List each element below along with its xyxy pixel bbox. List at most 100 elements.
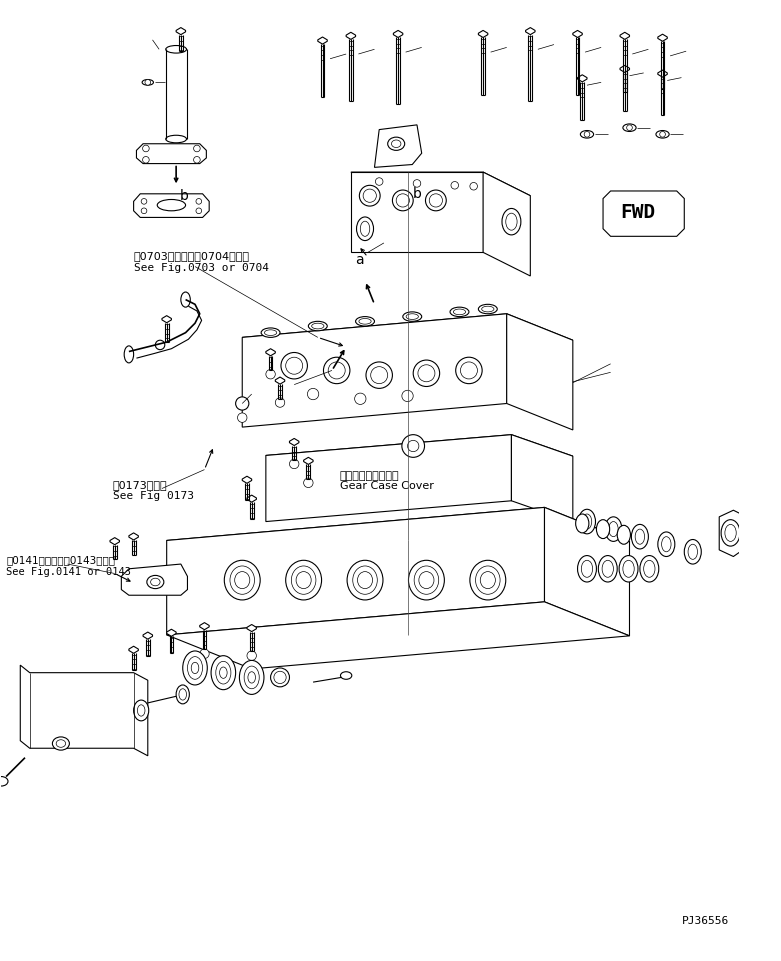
Circle shape [626, 126, 633, 132]
Ellipse shape [147, 576, 164, 589]
Circle shape [408, 441, 419, 453]
Ellipse shape [181, 293, 191, 308]
Ellipse shape [308, 389, 319, 401]
Polygon shape [166, 603, 629, 669]
Polygon shape [110, 538, 119, 545]
Ellipse shape [240, 661, 264, 695]
Ellipse shape [183, 652, 207, 685]
Ellipse shape [166, 46, 187, 54]
Ellipse shape [387, 138, 405, 151]
Circle shape [141, 209, 147, 214]
Ellipse shape [224, 560, 260, 601]
Ellipse shape [402, 391, 413, 403]
Ellipse shape [363, 190, 376, 203]
Ellipse shape [605, 517, 622, 542]
Polygon shape [247, 496, 256, 503]
Ellipse shape [187, 657, 202, 679]
Circle shape [194, 158, 200, 164]
Ellipse shape [0, 776, 8, 786]
Ellipse shape [355, 317, 374, 327]
Polygon shape [351, 173, 483, 253]
Polygon shape [137, 144, 206, 164]
Ellipse shape [623, 125, 636, 133]
Polygon shape [290, 439, 299, 446]
Ellipse shape [576, 514, 589, 533]
Ellipse shape [274, 672, 286, 684]
Polygon shape [544, 507, 629, 636]
Polygon shape [177, 29, 186, 36]
Ellipse shape [219, 667, 227, 678]
Ellipse shape [261, 329, 280, 338]
Circle shape [266, 370, 275, 380]
Ellipse shape [602, 560, 613, 578]
Ellipse shape [355, 394, 366, 405]
Circle shape [143, 146, 149, 153]
Ellipse shape [418, 365, 435, 382]
Ellipse shape [619, 556, 638, 582]
Ellipse shape [248, 672, 255, 683]
Polygon shape [162, 316, 171, 324]
Polygon shape [247, 625, 256, 632]
Ellipse shape [721, 520, 740, 547]
Ellipse shape [506, 214, 517, 231]
Ellipse shape [644, 560, 655, 578]
Circle shape [196, 209, 201, 214]
Ellipse shape [597, 520, 610, 539]
Text: PJ36556: PJ36556 [682, 916, 729, 925]
Text: 第0173図参照: 第0173図参照 [112, 480, 167, 489]
Ellipse shape [359, 186, 380, 207]
Ellipse shape [461, 362, 477, 380]
Ellipse shape [759, 525, 770, 532]
Circle shape [155, 341, 165, 351]
Polygon shape [166, 507, 629, 575]
Circle shape [376, 179, 383, 186]
Ellipse shape [623, 560, 634, 578]
Polygon shape [351, 173, 530, 196]
Ellipse shape [211, 656, 236, 690]
Ellipse shape [358, 572, 373, 589]
Polygon shape [121, 564, 187, 596]
Polygon shape [620, 66, 629, 73]
Ellipse shape [502, 209, 521, 235]
Ellipse shape [286, 560, 322, 601]
Ellipse shape [353, 566, 377, 595]
Polygon shape [166, 629, 177, 636]
Polygon shape [318, 38, 327, 45]
Ellipse shape [583, 514, 592, 530]
Ellipse shape [430, 195, 443, 208]
Ellipse shape [328, 362, 345, 380]
Circle shape [451, 183, 458, 190]
Circle shape [584, 133, 590, 138]
Ellipse shape [688, 545, 697, 559]
Ellipse shape [581, 560, 593, 578]
Circle shape [237, 413, 247, 423]
Polygon shape [658, 71, 667, 78]
Polygon shape [304, 457, 313, 465]
Ellipse shape [479, 305, 497, 314]
Ellipse shape [296, 572, 311, 589]
Ellipse shape [166, 136, 187, 143]
Ellipse shape [579, 509, 595, 534]
Ellipse shape [480, 572, 495, 589]
Polygon shape [266, 350, 275, 357]
Polygon shape [20, 665, 148, 756]
Circle shape [194, 146, 200, 153]
Ellipse shape [308, 322, 327, 332]
Ellipse shape [137, 705, 145, 716]
Polygon shape [512, 435, 572, 523]
Polygon shape [394, 32, 403, 38]
Ellipse shape [157, 200, 186, 211]
Ellipse shape [453, 309, 465, 315]
Polygon shape [129, 533, 138, 540]
Polygon shape [719, 510, 743, 557]
Ellipse shape [323, 357, 350, 384]
Ellipse shape [631, 525, 648, 550]
Ellipse shape [392, 191, 413, 211]
Ellipse shape [179, 689, 187, 701]
Ellipse shape [56, 740, 66, 748]
Ellipse shape [124, 347, 134, 363]
Circle shape [275, 399, 285, 407]
Ellipse shape [216, 662, 231, 684]
Circle shape [402, 435, 425, 457]
Ellipse shape [265, 331, 276, 336]
